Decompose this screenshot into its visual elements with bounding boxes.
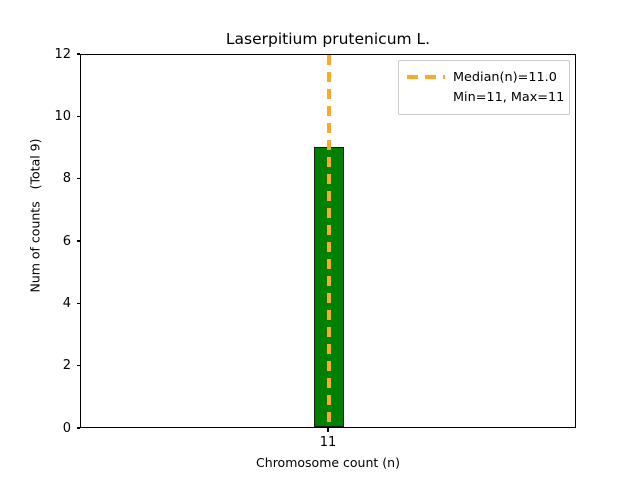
y-tick-label: 0 — [62, 420, 71, 436]
x-axis-label: Chromosome count (n) — [256, 455, 400, 470]
plot-area — [80, 54, 576, 428]
y-tick-mark — [76, 302, 80, 304]
legend-entry: Min=11, Max=11 — [407, 87, 565, 107]
y-tick-mark — [76, 427, 80, 429]
y-tick-mark — [76, 53, 80, 55]
chart-title: Laserpitium prutenicum L. — [225, 30, 431, 48]
y-tick-label: 2 — [62, 358, 71, 374]
x-tick-label: 11 — [319, 435, 337, 450]
legend-line-sample-icon — [407, 95, 445, 98]
y-tick-mark — [76, 178, 80, 180]
legend-label: Min=11, Max=11 — [453, 89, 565, 105]
y-tick-mark — [76, 240, 80, 242]
x-tick-mark — [327, 428, 329, 432]
median-line — [327, 55, 331, 427]
chart-legend: Median(n)=11.0 Min=11, Max=11 — [398, 60, 570, 115]
y-tick-mark — [76, 115, 80, 117]
y-tick-label: 4 — [62, 295, 71, 311]
legend-entry: Median(n)=11.0 — [407, 67, 561, 87]
y-tick-mark — [76, 365, 80, 367]
plot-inner — [81, 55, 575, 427]
y-tick-label: 6 — [62, 233, 71, 249]
y-tick-label: 12 — [54, 46, 71, 62]
legend-label: Median(n)=11.0 — [453, 69, 557, 85]
legend-line-sample-icon — [407, 75, 445, 79]
y-tick-label: 8 — [62, 171, 71, 187]
y-axis-label: Num of counts (Total 9) — [27, 138, 43, 293]
y-tick-label: 10 — [54, 108, 71, 124]
